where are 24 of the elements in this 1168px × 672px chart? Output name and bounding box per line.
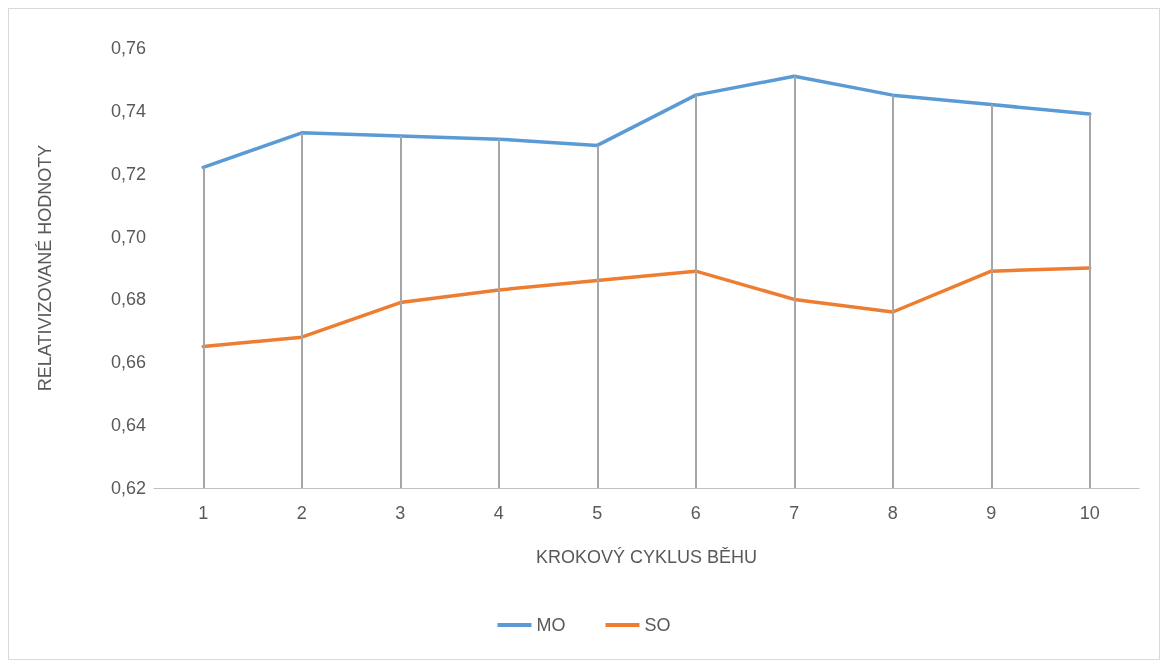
y-tick-label: 0,66 [110, 352, 146, 373]
x-tick-label: 10 [1079, 503, 1100, 523]
x-tick-label: 4 [493, 503, 504, 523]
y-axis-title: RELATIVIZOVANÉ HODNOTY [35, 144, 55, 392]
x-tick-label: 9 [986, 503, 997, 523]
y-tick-label: 0,76 [110, 38, 146, 58]
y-tick-label: 0,74 [110, 100, 146, 121]
x-axis-title: KROKOVÝ CYKLUS BĚHU [535, 547, 758, 567]
x-tick-label: 5 [592, 503, 603, 523]
x-tick-label: 1 [198, 503, 209, 523]
x-tick-label: 6 [690, 503, 701, 523]
x-tick-label: 2 [296, 503, 307, 523]
x-tick-label: 8 [887, 503, 898, 523]
y-tick-label: 0,62 [110, 478, 146, 498]
x-tick-label: 7 [789, 503, 800, 523]
y-tick-label: 0,70 [110, 226, 146, 247]
legend-label: SO [644, 615, 671, 635]
y-tick-label: 0,68 [110, 289, 146, 310]
y-tick-label: 0,72 [110, 163, 146, 184]
legend-label: MO [536, 615, 566, 635]
y-tick-label: 0,64 [110, 415, 146, 436]
line-series [201, 266, 1092, 349]
line-series [201, 74, 1092, 170]
x-tick-label: 3 [395, 503, 406, 523]
